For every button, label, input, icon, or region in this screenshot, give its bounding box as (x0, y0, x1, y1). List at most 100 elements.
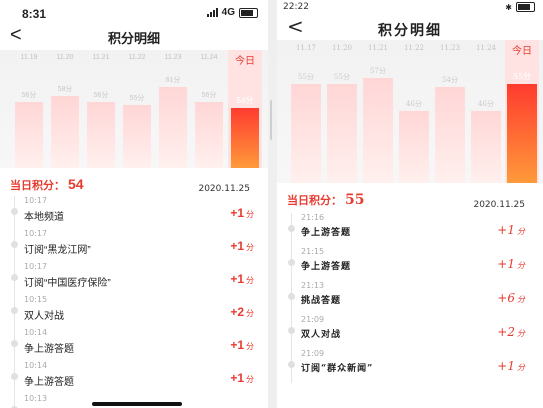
points-value: +1 (230, 338, 244, 352)
status-indicators: 4G (206, 7, 258, 18)
right-screenshot: 22:22 ✱ < 积分明细 11.17 55分 11.20 55分 11.21 57分 1… (277, 0, 543, 408)
records-list: 10:17 本地频道 +1 分 10:17 订阅“黑龙江网” +1 分 10:17 订阅“中国医疗… (0, 196, 268, 408)
timeline-dot (288, 361, 295, 368)
points-value: +1 (230, 272, 244, 286)
chart-column[interactable]: 11.23 54分 (433, 40, 467, 183)
record-title: 争上游答题 (301, 262, 352, 272)
timeline-dot (11, 373, 18, 380)
record-points: +1 分 (497, 359, 525, 373)
record-title: 订阅“黑龙江网” (24, 245, 91, 256)
chart-x-label: 今日 (235, 56, 255, 67)
chart-value-label: 55分 (298, 73, 314, 81)
chart-value-label: 56分 (201, 92, 217, 99)
points-value: +1 (230, 371, 244, 385)
chart-column[interactable]: 11.24 46分 (469, 40, 503, 183)
chart-column[interactable]: 11.19 56分 (12, 50, 46, 168)
record-points: +1 分 (230, 206, 254, 220)
points-unit: 分 (517, 329, 525, 338)
record-title: 本地频道 (24, 212, 64, 223)
record-title: 争上游答题 (301, 228, 352, 238)
record-title: 争上游答题 (24, 344, 74, 355)
daily-points-value: 54 (68, 176, 84, 192)
record-title: 挑战答题 (301, 296, 342, 306)
points-chart: 16 11.19 56分 11.20 58分 11.21 56分 11.22 55分 11.23 6… (0, 50, 268, 168)
chart-x-label: 11.20 (331, 44, 353, 52)
chart-bar (291, 84, 321, 183)
chart-column[interactable]: 11.21 57分 (361, 40, 395, 183)
list-item: 21:16 争上游答题 +1 分 (277, 213, 543, 247)
points-chart: 11.17 55分 11.20 55分 11.21 57分 11.22 46分 11.23 54分… (277, 40, 543, 183)
chart-column[interactable]: 11.23 61分 (156, 50, 190, 168)
chart-bar (399, 111, 429, 183)
record-time: 10:15 (24, 295, 48, 304)
record-time: 10:17 (24, 229, 48, 238)
chart-x-label: 11.17 (295, 44, 317, 52)
chart-column-today[interactable]: 今日 55分 (505, 40, 539, 183)
chart-value-label: 58分 (57, 86, 73, 93)
chart-column[interactable]: 11.22 55分 (120, 50, 154, 168)
list-item: 21:15 争上游答题 +1 分 (277, 247, 543, 281)
chart-column[interactable]: 11.20 55分 (325, 40, 359, 183)
points-unit: 分 (517, 261, 525, 270)
record-points: +2 分 (497, 325, 525, 339)
points-unit: 分 (517, 363, 525, 372)
list-item: 10:13 (0, 394, 268, 408)
points-unit: 分 (246, 276, 254, 285)
points-value: +1 (497, 359, 515, 373)
battery-icon (516, 2, 535, 12)
timeline-dot (11, 208, 18, 215)
chart-column[interactable]: 11.17 55分 (289, 40, 323, 183)
chart-column[interactable]: 11.24 56分 (192, 50, 226, 168)
record-title: 双人对战 (301, 330, 342, 340)
record-points (252, 404, 254, 408)
record-time: 10:14 (24, 361, 48, 370)
chart-value-label: 54分 (442, 76, 458, 84)
record-title: 订阅“群众新闻” (301, 364, 374, 374)
chart-value-label: 54分 (236, 96, 254, 105)
chart-x-label: 11.23 (164, 54, 182, 61)
back-icon[interactable]: < (287, 14, 304, 38)
panel-divider (268, 0, 277, 408)
daily-points-value: 55 (345, 192, 365, 208)
points-unit: 分 (246, 309, 254, 318)
points-value: +2 (230, 305, 244, 319)
chart-column-today[interactable]: 今日 54分 (228, 50, 262, 168)
record-points: +1 分 (497, 223, 525, 237)
back-icon[interactable]: < (10, 24, 22, 46)
chart-value-label: 57分 (370, 67, 386, 75)
chart-bar (507, 84, 537, 183)
record-time: 10:13 (24, 394, 48, 403)
chart-x-label: 16 (0, 54, 10, 61)
list-item: 21:13 挑战答题 +6 分 (277, 281, 543, 315)
timeline-dot (11, 340, 18, 347)
chart-x-label: 11.20 (56, 54, 74, 61)
points-unit: 分 (246, 243, 254, 252)
daily-summary: 当日积分： 55 2020.11.25 (277, 188, 543, 212)
status-bar: 8:31 4G (0, 0, 268, 22)
chart-x-label: 11.24 (475, 44, 497, 52)
chart-x-label: 今日 (512, 46, 532, 57)
battery-icon (239, 7, 258, 18)
record-points: +2 分 (230, 305, 254, 319)
points-unit: 分 (517, 227, 525, 236)
chart-column[interactable]: 16 (0, 50, 10, 168)
chart-bar (87, 102, 115, 168)
list-item: 10:15 双人对战 +2 分 (0, 295, 268, 328)
chart-column[interactable]: 11.20 58分 (48, 50, 82, 168)
list-item: 21:09 订阅“群众新闻” +1 分 (277, 349, 543, 383)
records-list: 21:16 争上游答题 +1 分 21:15 争上游答题 +1 分 21:13 挑战答题 +6 分 21… (277, 213, 543, 383)
chart-column[interactable]: 11.22 46分 (397, 40, 431, 183)
record-title: 订阅“中国医疗保险” (24, 278, 111, 289)
home-indicator[interactable] (92, 402, 182, 406)
chart-bar (327, 84, 357, 183)
timeline-dot (288, 327, 295, 334)
left-screenshot: 8:31 4G < 积分明细 16 11.19 56分 11.20 58分 11.21 56… (0, 0, 268, 408)
status-time: 22:22 (283, 2, 309, 12)
record-points: +1 分 (230, 239, 254, 253)
points-value: +1 (230, 206, 244, 220)
chart-x-label: 11.22 (128, 54, 146, 61)
chart-column[interactable]: 11.21 56分 (84, 50, 118, 168)
summary-date: 2020.11.25 (473, 200, 525, 210)
chart-value-label: 61分 (165, 77, 181, 84)
chart-bar (159, 87, 187, 168)
